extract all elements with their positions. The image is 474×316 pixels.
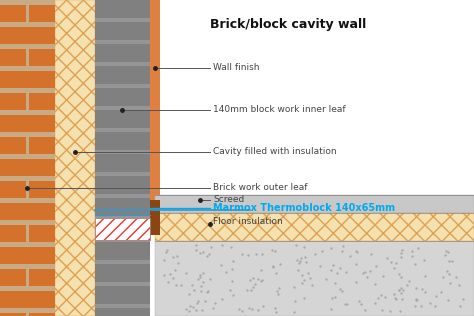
Bar: [0, 132, 55, 137]
Bar: [0, 137, 55, 154]
Bar: [95, 194, 150, 198]
Bar: [0, 66, 55, 71]
Bar: [0, 286, 55, 291]
Text: Wall finish: Wall finish: [213, 64, 259, 72]
Bar: [26, 5, 29, 22]
Bar: [95, 84, 150, 88]
Bar: [95, 150, 150, 154]
Bar: [0, 198, 55, 203]
Bar: [0, 181, 55, 198]
Bar: [26, 137, 29, 154]
Bar: [0, 264, 55, 269]
Bar: [0, 203, 55, 220]
Bar: [0, 44, 55, 49]
Bar: [0, 220, 55, 225]
Bar: [26, 49, 29, 66]
Bar: [0, 93, 55, 110]
Bar: [0, 176, 55, 181]
Bar: [95, 218, 150, 240]
Bar: [0, 242, 55, 247]
Bar: [150, 200, 160, 235]
Bar: [0, 5, 55, 22]
Bar: [0, 27, 55, 44]
Bar: [95, 218, 150, 240]
Bar: [0, 0, 55, 5]
Bar: [26, 313, 29, 316]
Bar: [95, 62, 150, 66]
Text: Floor insulation: Floor insulation: [213, 217, 283, 227]
Bar: [155, 195, 474, 213]
Bar: [0, 71, 55, 88]
Bar: [155, 213, 474, 241]
Bar: [95, 238, 150, 242]
Bar: [26, 181, 29, 198]
Bar: [150, 0, 160, 210]
Bar: [0, 269, 55, 286]
Bar: [95, 304, 150, 308]
Bar: [95, 218, 150, 240]
Bar: [0, 115, 55, 132]
Bar: [155, 241, 474, 316]
Text: Brick work outer leaf: Brick work outer leaf: [213, 184, 308, 192]
Text: Screed: Screed: [213, 196, 244, 204]
Bar: [55, 0, 95, 316]
Bar: [95, 106, 150, 110]
Text: 140mm block work inner leaf: 140mm block work inner leaf: [213, 106, 346, 114]
Bar: [0, 88, 55, 93]
Bar: [0, 225, 55, 242]
Bar: [95, 260, 150, 264]
Bar: [0, 291, 55, 308]
Bar: [0, 154, 55, 159]
Bar: [55, 0, 95, 316]
Bar: [26, 93, 29, 110]
Bar: [95, 0, 150, 316]
Bar: [0, 308, 55, 313]
Bar: [95, 216, 150, 220]
Bar: [95, 40, 150, 44]
Bar: [95, 128, 150, 132]
Bar: [95, 18, 150, 22]
Bar: [95, 172, 150, 176]
Bar: [0, 247, 55, 264]
Text: Cavity filled with insulation: Cavity filled with insulation: [213, 148, 337, 156]
Bar: [0, 110, 55, 115]
Bar: [26, 225, 29, 242]
Bar: [155, 213, 474, 241]
Bar: [26, 269, 29, 286]
Bar: [95, 282, 150, 286]
Bar: [0, 313, 55, 316]
Bar: [0, 49, 55, 66]
Bar: [0, 22, 55, 27]
Text: Brick/block cavity wall: Brick/block cavity wall: [210, 18, 366, 31]
Text: Marmox Thermoblock 140x65mm: Marmox Thermoblock 140x65mm: [213, 203, 395, 213]
Bar: [0, 159, 55, 176]
